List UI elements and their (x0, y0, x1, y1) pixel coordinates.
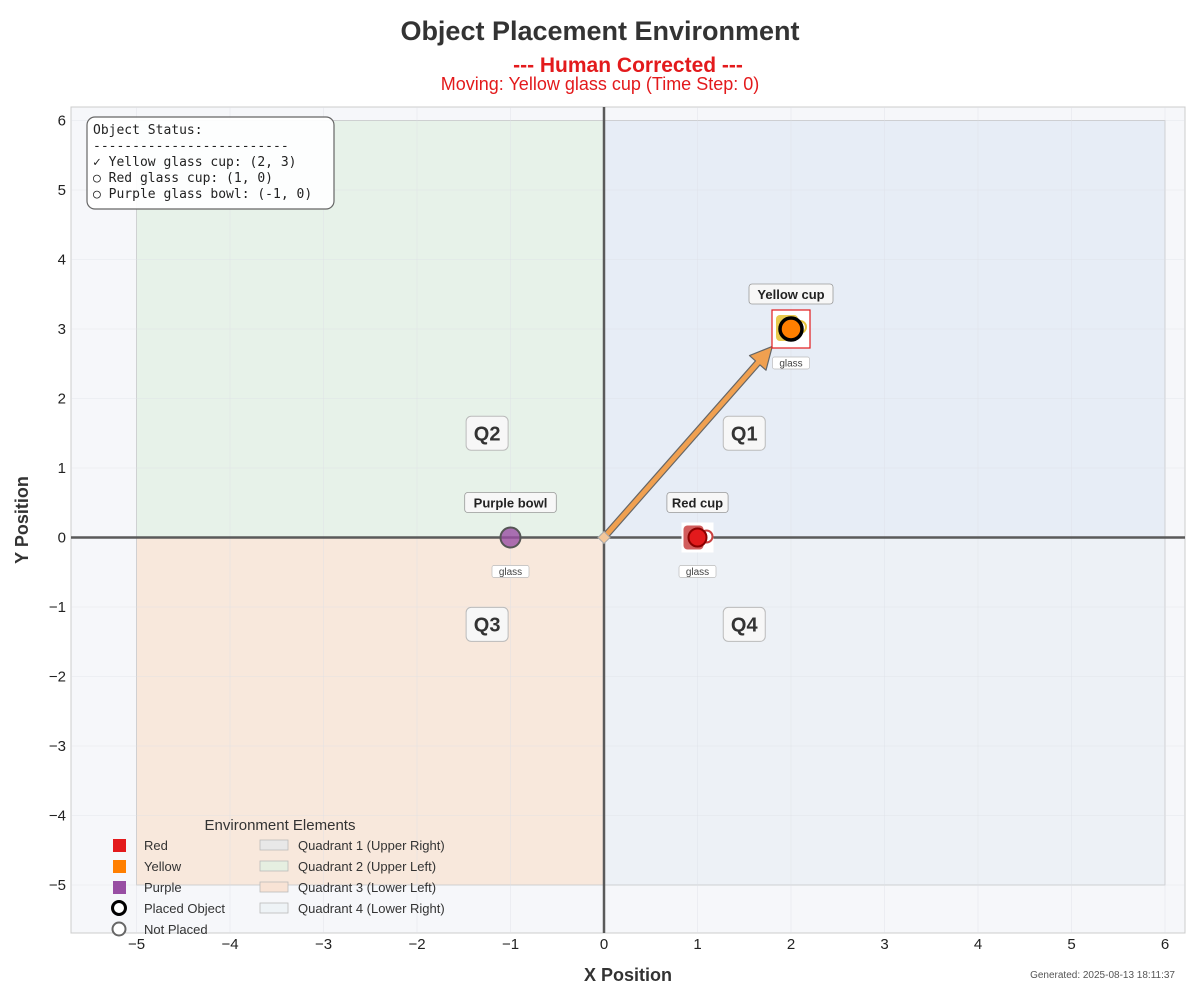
material-tag-label: glass (686, 567, 709, 578)
x-tick-label: −2 (408, 936, 425, 953)
legend-label: Quadrant 1 (Upper Right) (298, 838, 445, 853)
quadrant-label-q4: Q4 (731, 614, 759, 636)
legend-label: Purple (144, 880, 182, 895)
object-name-box (464, 492, 557, 513)
quadrant-label-box (465, 415, 509, 451)
legend-swatch-yellow (113, 860, 126, 873)
quadrant-label-box (722, 606, 766, 642)
legend-swatch-q3 (259, 881, 289, 893)
x-tick-label: 3 (880, 936, 888, 953)
legend-label: Quadrant 3 (Lower Left) (298, 880, 436, 895)
y-tick-label: −4 (49, 808, 66, 825)
object-name-label: Purple bowl (474, 496, 548, 511)
legend-swatch-q2 (259, 860, 289, 872)
legend-label: Quadrant 4 (Lower Right) (298, 901, 445, 916)
legend-swatch-q4 (259, 902, 289, 914)
y-tick-label: 3 (58, 321, 66, 338)
material-tag-box (772, 356, 810, 370)
y-tick-label: 1 (58, 460, 66, 477)
quadrant-region-q3 (136, 537, 605, 886)
status-line: Object Status: (93, 123, 203, 138)
y-tick-label: −1 (49, 599, 66, 616)
x-tick-label: 6 (1161, 936, 1169, 953)
material-tag-box (678, 565, 717, 578)
legend-placed-marker (111, 900, 127, 916)
chart-title: Object Placement Environment (400, 16, 799, 46)
legend-swatch-q1 (259, 839, 289, 851)
x-tick-label: −4 (221, 936, 238, 953)
x-tick-label: 5 (1067, 936, 1075, 953)
object-status-box: Object Status: -------------------------… (86, 116, 335, 210)
material-tag-box (491, 565, 530, 578)
y-tick-label: −3 (49, 738, 66, 755)
quadrant-label-q3: Q3 (474, 614, 501, 636)
quadrant-label-q1: Q1 (731, 423, 758, 445)
x-tick-label: 0 (600, 936, 608, 953)
legend-label: Placed Object (144, 901, 225, 916)
material-tag-label: glass (499, 567, 522, 578)
y-tick-label: 5 (58, 182, 66, 199)
y-tick-label: 6 (58, 113, 66, 130)
legend: Environment Elements Red Yellow Purple P… (111, 817, 445, 937)
x-axis-label: X Position (584, 965, 672, 985)
quadrant-label-box (722, 415, 766, 451)
x-tick-label: −5 (128, 936, 145, 953)
x-tick-label: 2 (787, 936, 795, 953)
subtitle-moving: Moving: Yellow glass cup (Time Step: 0) (441, 74, 759, 94)
object-name-label: Red cup (672, 496, 723, 511)
quadrant-label-box (465, 606, 509, 642)
object-name-box (666, 492, 729, 513)
legend-swatch-red (113, 839, 126, 852)
y-tick-label: −2 (49, 669, 66, 686)
x-tick-label: 1 (693, 936, 701, 953)
legend-label: Yellow (144, 859, 182, 874)
subtitle-mode: --- Human Corrected --- (513, 54, 743, 77)
object-name-box (748, 283, 834, 305)
status-line: ○ Purple glass bowl: (-1, 0) (93, 187, 312, 202)
y-tick-label: −5 (49, 877, 66, 894)
object-marker-yellow-cup (778, 316, 804, 342)
y-tick-label: 4 (58, 252, 66, 269)
legend-label: Not Placed (144, 922, 208, 937)
y-tick-label: 2 (58, 391, 66, 408)
arrow-origin-marker (597, 530, 611, 545)
status-line: ✓ Yellow glass cup: (2, 3) (93, 155, 297, 170)
status-line: ------------------------- (93, 139, 289, 154)
status-line: ○ Red glass cup: (1, 0) (93, 171, 273, 186)
x-tick-label: 4 (974, 936, 982, 953)
legend-swatch-purple (113, 881, 126, 894)
x-tick-label: −1 (502, 936, 519, 953)
legend-not-placed-marker (111, 921, 127, 937)
legend-title: Environment Elements (205, 817, 356, 834)
generated-timestamp: Generated: 2025-08-13 18:11:37 (1030, 970, 1175, 981)
quadrant-label-q2: Q2 (474, 423, 501, 445)
y-axis-label: Y Position (12, 476, 32, 564)
object-name-label: Yellow cup (757, 287, 824, 302)
y-tick-label: 0 (58, 530, 66, 547)
move-arrow (601, 345, 773, 541)
legend-label: Quadrant 2 (Upper Left) (298, 859, 436, 874)
x-tick-label: −3 (315, 936, 332, 953)
material-tag-label: glass (779, 359, 802, 370)
object-marker-red-cup (687, 527, 708, 548)
legend-label: Red (144, 838, 168, 853)
object-marker-purple-bowl (499, 526, 522, 549)
plot-area: Q1 Q2 Q3 Q4 Yellow cup glass Red cup glass Purp… (70, 106, 1186, 934)
